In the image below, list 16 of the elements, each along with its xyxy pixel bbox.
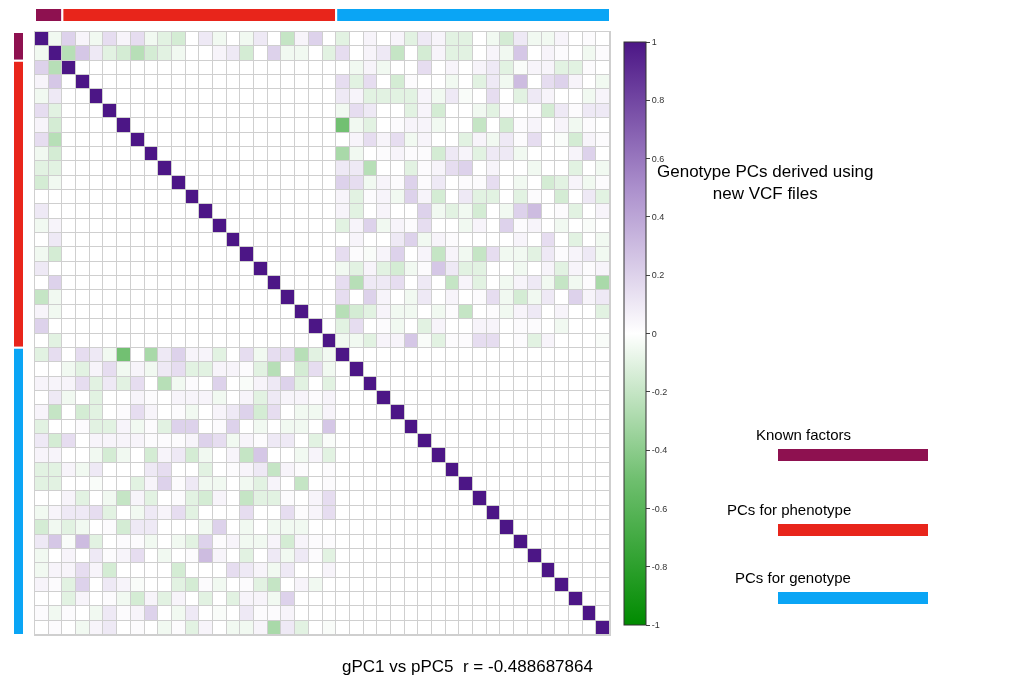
text: PCs for genotype [735,569,851,586]
color-bar-label: -0.8 [651,561,668,572]
color-bar-label: 0.4 [651,212,665,223]
color-bar-label: -0.6 [651,503,668,514]
text: PCs for phenotype [727,501,852,518]
color-bar-label: 1 [651,37,657,48]
color-bar-label: -0.4 [651,445,668,456]
color-bar-label: 0 [651,328,657,339]
text: gPC1 vs pPC5 r = -0.488687864 [342,657,593,676]
color-bar-label: -1 [651,620,660,631]
text: Known factors [756,426,852,443]
color-bar-label: 0.6 [651,153,665,164]
color-bar-label: 0.2 [651,270,665,281]
color-bar-label: 0.8 [651,95,665,106]
text: Genotype PCs derived using new VCF files [657,162,874,204]
color-bar-label: -0.2 [651,386,668,397]
